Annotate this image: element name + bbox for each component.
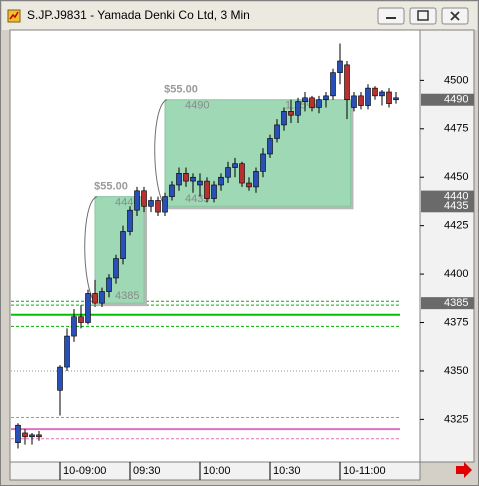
x-tick-label: 10:00: [203, 465, 231, 477]
x-tick-label: 10:30: [273, 465, 301, 477]
box-bottom-label: 4435: [185, 193, 209, 205]
price-marker-label: 4435: [444, 200, 468, 212]
box-label: $55.00: [164, 84, 198, 96]
candle-body: [36, 434, 42, 438]
y-tick-label: 4475: [444, 123, 468, 135]
candle-body: [204, 180, 210, 199]
window-icon-line: [9, 11, 19, 20]
candle-body: [155, 200, 161, 213]
candle-body: [386, 91, 392, 104]
price-marker: [421, 190, 474, 203]
candle-body: [302, 97, 308, 102]
measure-arc: [84, 196, 98, 304]
candle-body: [267, 138, 273, 155]
candle-body: [281, 111, 287, 126]
candle-body: [183, 173, 189, 182]
price-marker: [421, 200, 474, 213]
candle-body: [379, 91, 385, 97]
candle-body: [190, 176, 196, 182]
candle-body: [106, 277, 112, 292]
box-top-label: 4490: [185, 100, 209, 112]
candle-body: [246, 182, 252, 188]
candle-body: [232, 163, 238, 168]
box-top-label: 4440: [115, 197, 139, 209]
candle-body: [85, 293, 91, 323]
candle-body: [99, 291, 105, 304]
price-marker-label: 4490: [444, 94, 468, 106]
candle-body: [197, 180, 203, 186]
window-title: S.JP.J9831 - Yamada Denki Co Ltd, 3 Min: [27, 8, 250, 22]
candle-body: [71, 316, 77, 337]
y-tick-label: 4450: [444, 171, 468, 183]
minimize-button[interactable]: [377, 7, 405, 25]
candle-body: [344, 64, 350, 101]
candle-body: [372, 87, 378, 97]
candle-body: [330, 72, 336, 97]
scroll-arrow[interactable]: [456, 462, 472, 478]
candle-body: [358, 95, 364, 106]
time-axis: [9, 461, 421, 481]
candle-body: [211, 184, 217, 199]
candle-body: [225, 167, 231, 178]
y-tick-label: 4350: [444, 365, 468, 377]
candle-body: [239, 163, 245, 184]
x-tick-label: 10-11:00: [343, 465, 386, 477]
candle-body: [78, 316, 84, 323]
candle-body: [162, 196, 168, 213]
candle-body: [365, 87, 371, 106]
candle-body: [309, 97, 315, 108]
box-bottom-label: 4385: [115, 290, 139, 302]
candle-body: [57, 366, 63, 391]
candle-body: [113, 258, 119, 279]
x-tick-label: 09:30: [133, 465, 161, 477]
maximize-button[interactable]: [409, 7, 437, 25]
candle-body: [64, 335, 70, 368]
y-tick-label: 4500: [444, 74, 468, 86]
candle-body: [22, 432, 28, 438]
candle-body: [288, 111, 294, 116]
y-tick-label: 4325: [444, 413, 468, 425]
candle-body: [92, 293, 98, 304]
candle-body: [260, 153, 266, 172]
box-label: $55.00: [94, 181, 128, 193]
candle-body: [15, 424, 21, 443]
candle-body: [393, 97, 399, 101]
candle-body: [176, 173, 182, 186]
price-marker: [421, 297, 474, 310]
candle-body: [295, 101, 301, 116]
price-marker-label: 4385: [444, 297, 468, 309]
candle-body: [253, 171, 259, 188]
close-button[interactable]: [441, 7, 469, 25]
y-tick-label: 4425: [444, 220, 468, 232]
candle-body: [29, 434, 35, 438]
candle-body: [351, 95, 357, 108]
measure-arc: [154, 99, 168, 207]
y-tick-label: 4375: [444, 316, 468, 328]
candle-body: [148, 200, 154, 207]
candle-body: [127, 209, 133, 232]
candle-body: [134, 190, 140, 211]
measure-box: [94, 196, 145, 304]
candle-body: [141, 190, 147, 207]
price-marker-label: 4440: [444, 191, 468, 203]
y-tick-label: 4400: [444, 268, 468, 280]
candle-body: [218, 176, 224, 186]
candle-body: [274, 124, 280, 139]
candle-body: [120, 231, 126, 259]
candle-body: [337, 60, 343, 73]
candle-body: [316, 99, 322, 108]
price-marker: [421, 93, 474, 106]
x-tick-label: 10-09:00: [63, 465, 106, 477]
measure-box: [164, 99, 351, 207]
candle-body: [169, 184, 175, 197]
plot-area: [9, 29, 421, 463]
candle-body: [323, 95, 329, 101]
